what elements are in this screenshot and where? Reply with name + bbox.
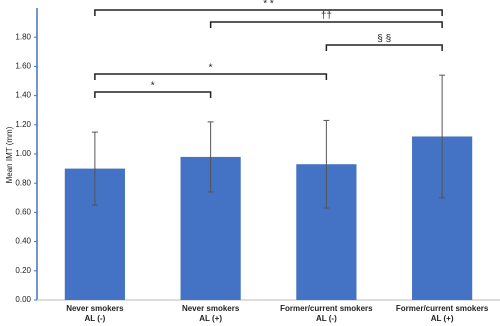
y-tick-label: 1.00 bbox=[15, 149, 31, 158]
significance-bracket bbox=[325, 44, 443, 51]
significance-bracket bbox=[209, 21, 443, 28]
y-tick-label: 0.80 bbox=[15, 178, 31, 187]
significance-label: * bbox=[209, 63, 213, 74]
error-bar bbox=[323, 119, 330, 209]
y-tick-label: 1.80 bbox=[15, 32, 31, 41]
significance-label: * * bbox=[263, 0, 274, 10]
x-tick-label: Former/current smokers bbox=[396, 304, 489, 313]
significance-bracket bbox=[94, 73, 328, 80]
y-tick-label: 0.20 bbox=[15, 266, 31, 275]
x-tick-label: AL (-) bbox=[316, 314, 337, 323]
y-axis-title: Mean IMT (mm) bbox=[5, 126, 14, 183]
error-bar bbox=[439, 74, 446, 199]
x-tick-label: Former/current smokers bbox=[280, 304, 373, 313]
significance-bracket bbox=[94, 91, 212, 98]
x-tick-label: Never smokers bbox=[182, 304, 240, 313]
significance-label: * bbox=[151, 81, 155, 92]
significance-label: § § bbox=[377, 34, 391, 45]
y-tick-label: 1.40 bbox=[15, 91, 31, 100]
y-tick-label: 0.40 bbox=[15, 237, 31, 246]
y-tick-label: 1.60 bbox=[15, 62, 31, 71]
y-tick-label: 0.00 bbox=[15, 295, 31, 304]
x-tick-label: AL (-) bbox=[85, 314, 106, 323]
x-tick-label: AL (+) bbox=[199, 314, 222, 323]
y-tick-label: 0.60 bbox=[15, 208, 31, 217]
x-tick-label: AL (+) bbox=[431, 314, 454, 323]
error-bar bbox=[91, 131, 98, 206]
significance-bracket bbox=[94, 9, 443, 16]
error-bar bbox=[207, 121, 214, 193]
y-tick-label: 1.20 bbox=[15, 120, 31, 129]
significance-label: †† bbox=[321, 11, 332, 22]
x-tick-label: Never smokers bbox=[66, 304, 124, 313]
